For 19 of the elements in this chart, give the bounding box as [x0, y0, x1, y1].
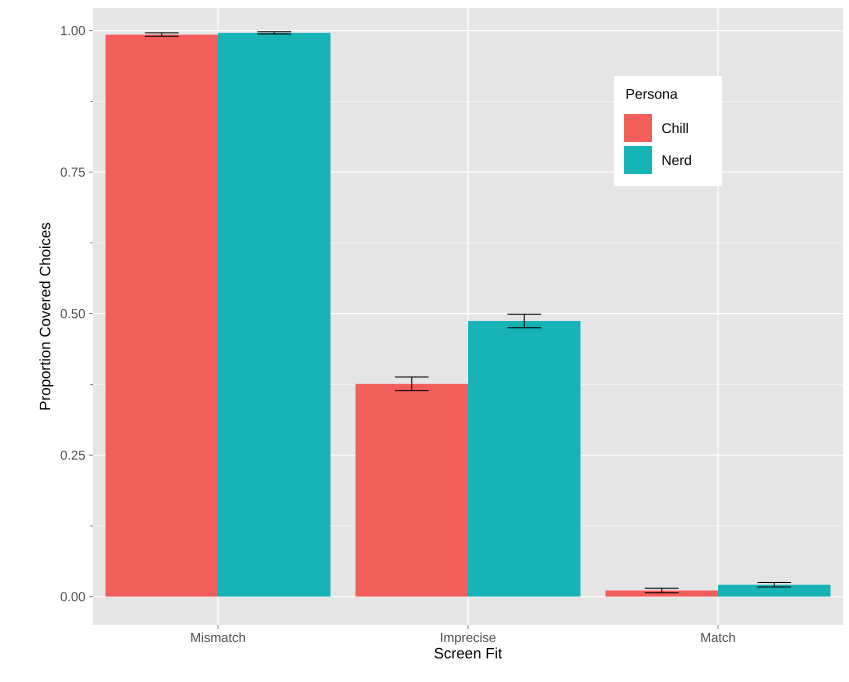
- y-tick-label: 0.75: [60, 168, 85, 177]
- bar: [106, 34, 218, 597]
- x-tick-label: Match: [701, 632, 735, 642]
- legend-title: Persona: [626, 89, 678, 99]
- bar: [356, 384, 468, 597]
- y-tick-label: 1.00: [61, 26, 85, 36]
- bar: [718, 584, 830, 597]
- bar: [606, 590, 718, 597]
- bar: [218, 32, 331, 597]
- x-tick-label: Mismatch: [191, 632, 245, 642]
- legend-label: Chill: [662, 122, 688, 134]
- y-tick-label: 0.25: [60, 450, 85, 460]
- y-tick-label: 0.00: [60, 592, 85, 602]
- x-tick-label: Imprecise: [441, 632, 496, 645]
- x-axis-title: Screen Fit: [434, 648, 502, 659]
- y-axis-title: Proportion Covered Choices: [39, 222, 54, 410]
- bar: [468, 321, 581, 597]
- y-tick-label: 0.50: [60, 309, 85, 318]
- legend-label: Nerd: [662, 154, 691, 166]
